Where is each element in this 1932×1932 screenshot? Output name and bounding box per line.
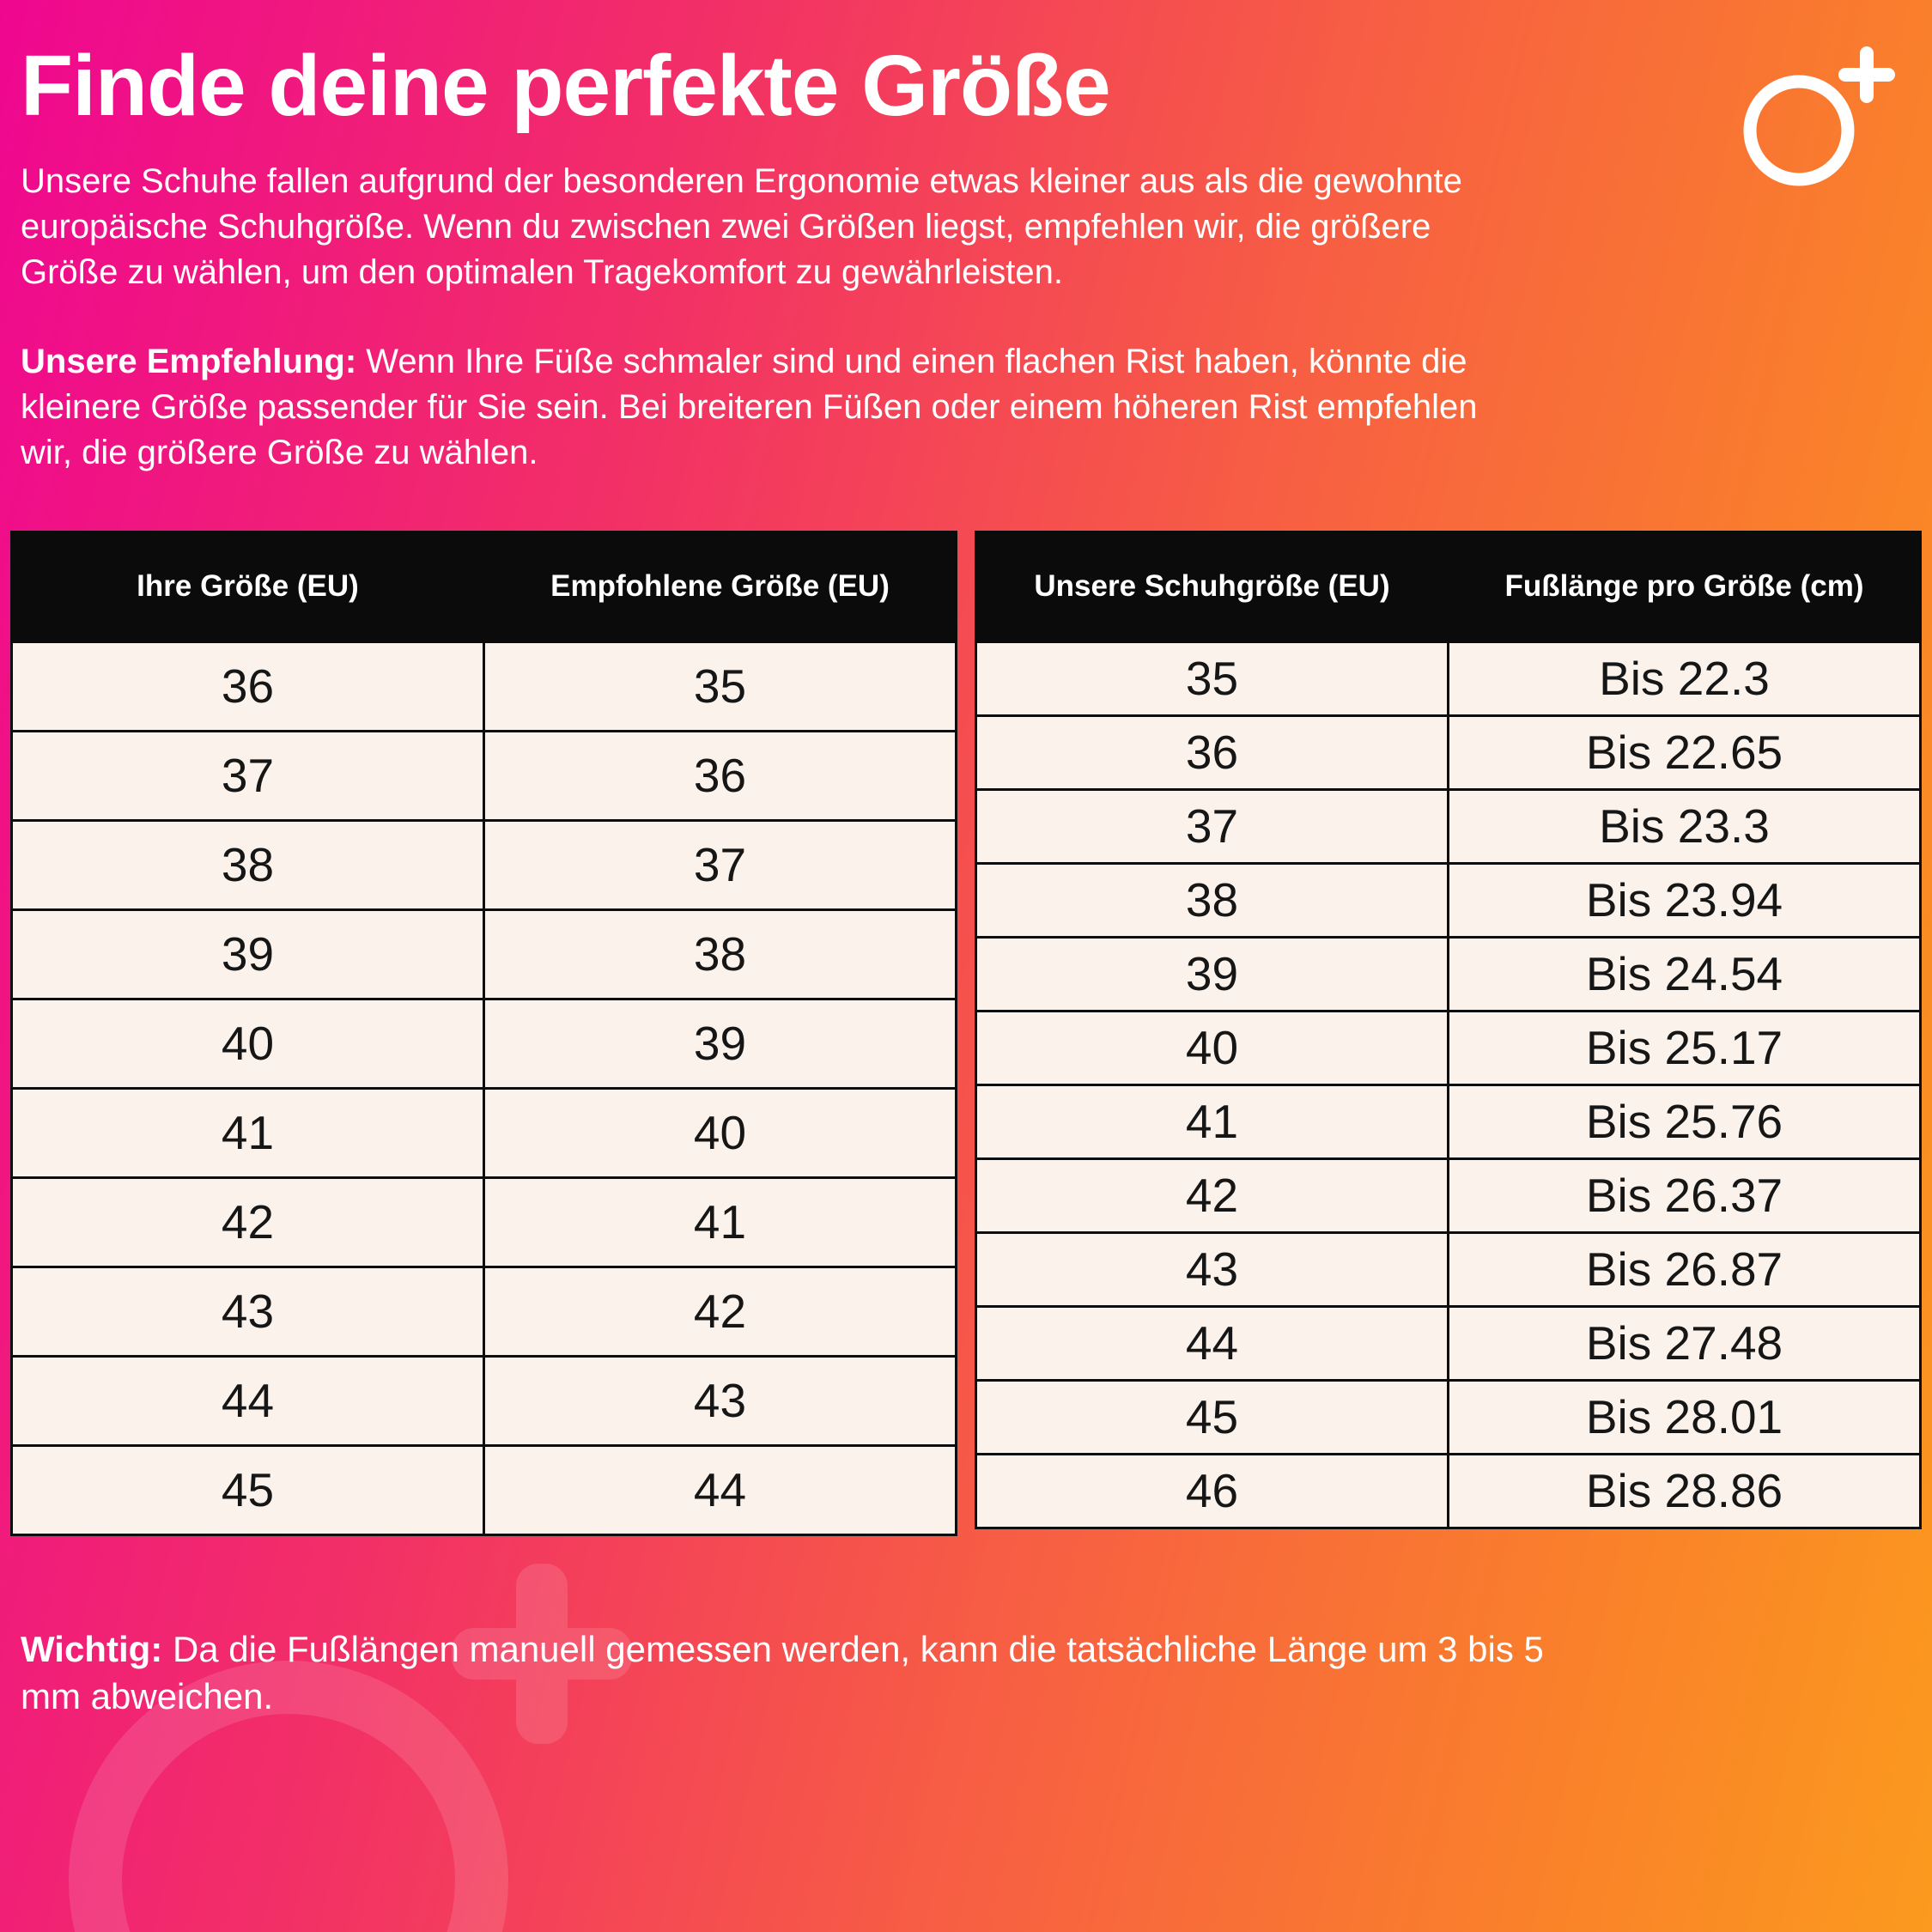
- foot-length-row: 42 Bis 26.37: [975, 1157, 1922, 1234]
- recommendation-text: Wenn Ihre Füße schmaler sind und einen f…: [21, 343, 1478, 471]
- conversion-row: 45 44: [10, 1443, 957, 1536]
- recommended-size-cell: 38: [483, 908, 957, 1000]
- foot-length-table: Unsere Schuhgröße (EU) Fußlänge pro Größ…: [975, 530, 1922, 1529]
- foot-length-row: 44 Bis 27.48: [975, 1304, 1922, 1382]
- note-label: Wichtig:: [21, 1628, 163, 1669]
- foot-length-cell: Bis 24.54: [1447, 935, 1922, 1012]
- foot-length-cell: Bis 26.87: [1447, 1230, 1922, 1308]
- foot-length-row: 43 Bis 26.87: [975, 1230, 1922, 1308]
- your-size-cell: 42: [10, 1176, 485, 1268]
- foot-length-row: 41 Bis 25.76: [975, 1083, 1922, 1160]
- conversion-row: 42 41: [10, 1176, 957, 1268]
- col-header-foot-length: Fußlänge pro Größe (cm): [1447, 530, 1922, 643]
- conversion-header-row: Ihre Größe (EU) Empfohlene Größe (EU): [10, 530, 957, 643]
- conversion-row: 41 40: [10, 1086, 957, 1179]
- conversion-row: 36 35: [10, 640, 957, 732]
- size-conversion-table: Ihre Größe (EU) Empfohlene Größe (EU) 36…: [10, 530, 957, 1536]
- content-area: Finde deine perfekte Größe Unsere Schuhe…: [10, 38, 1922, 1721]
- col-header-our-shoe-size: Unsere Schuhgröße (EU): [975, 530, 1449, 643]
- conversion-table-body: 36 35 37 36 38 37: [10, 640, 957, 1536]
- recommended-size-cell: 39: [483, 997, 957, 1090]
- foot-length-cell: Bis 25.76: [1447, 1083, 1922, 1160]
- your-size-cell: 43: [10, 1265, 485, 1358]
- recommended-size-cell: 35: [483, 640, 957, 732]
- o-plus-logo-watermark-icon: [69, 1564, 632, 1932]
- o-plus-logo-icon: [1743, 46, 1895, 186]
- foot-length-table-head: Unsere Schuhgröße (EU) Fußlänge pro Größ…: [975, 530, 1922, 643]
- foot-length-cell: Bis 22.3: [1447, 640, 1922, 717]
- foot-length-row: 46 Bis 28.86: [975, 1452, 1922, 1529]
- foot-length-header-row: Unsere Schuhgröße (EU) Fußlänge pro Größ…: [975, 530, 1922, 643]
- your-size-cell: 45: [10, 1443, 485, 1536]
- important-note: Wichtig: Da die Fußlängen manuell gemess…: [21, 1625, 1609, 1721]
- foot-length-cell: Bis 23.3: [1447, 787, 1922, 865]
- intro-text: Unsere Schuhe fallen aufgrund der besond…: [21, 162, 1462, 291]
- conversion-row: 37 36: [10, 729, 957, 822]
- shoe-size-cell: 40: [975, 1009, 1449, 1086]
- foot-length-table-body: 35 Bis 22.3 36 Bis 22.65 37 Bis 23.3: [975, 640, 1922, 1529]
- foot-length-row: 35 Bis 22.3: [975, 640, 1922, 717]
- your-size-cell: 39: [10, 908, 485, 1000]
- shoe-size-cell: 46: [975, 1452, 1449, 1529]
- recommendation-paragraph: Unsere Empfehlung: Wenn Ihre Füße schmal…: [21, 339, 1532, 475]
- recommended-size-cell: 41: [483, 1176, 957, 1268]
- recommendation-label: Unsere Empfehlung:: [21, 343, 357, 381]
- recommended-size-cell: 42: [483, 1265, 957, 1358]
- conversion-row: 40 39: [10, 997, 957, 1090]
- conversion-row: 39 38: [10, 908, 957, 1000]
- shoe-size-cell: 39: [975, 935, 1449, 1012]
- col-header-your-size: Ihre Größe (EU): [10, 530, 485, 643]
- size-tables-section: Ihre Größe (EU) Empfohlene Größe (EU) 36…: [10, 530, 1922, 1536]
- foot-length-row: 40 Bis 25.17: [975, 1009, 1922, 1086]
- your-size-cell: 44: [10, 1354, 485, 1447]
- shoe-size-cell: 42: [975, 1157, 1449, 1234]
- page-title: Finde deine perfekte Größe: [21, 38, 1111, 134]
- foot-length-cell: Bis 26.37: [1447, 1157, 1922, 1234]
- conversion-table-head: Ihre Größe (EU) Empfohlene Größe (EU): [10, 530, 957, 643]
- your-size-cell: 41: [10, 1086, 485, 1179]
- foot-length-row: 38 Bis 23.94: [975, 861, 1922, 939]
- your-size-cell: 37: [10, 729, 485, 822]
- recommended-size-cell: 37: [483, 818, 957, 911]
- foot-length-row: 37 Bis 23.3: [975, 787, 1922, 865]
- foot-length-cell: Bis 28.86: [1447, 1452, 1922, 1529]
- shoe-size-cell: 45: [975, 1378, 1449, 1455]
- shoe-size-cell: 41: [975, 1083, 1449, 1160]
- foot-length-cell: Bis 22.65: [1447, 714, 1922, 791]
- note-text: Da die Fußlängen manuell gemessen werden…: [21, 1628, 1544, 1717]
- foot-length-row: 45 Bis 28.01: [975, 1378, 1922, 1455]
- intro-paragraph: Unsere Schuhe fallen aufgrund der besond…: [21, 159, 1532, 295]
- your-size-cell: 40: [10, 997, 485, 1090]
- shoe-size-cell: 36: [975, 714, 1449, 791]
- shoe-size-cell: 37: [975, 787, 1449, 865]
- recommended-size-cell: 43: [483, 1354, 957, 1447]
- shoe-size-cell: 43: [975, 1230, 1449, 1308]
- conversion-row: 44 43: [10, 1354, 957, 1447]
- recommended-size-cell: 40: [483, 1086, 957, 1179]
- your-size-cell: 38: [10, 818, 485, 911]
- foot-length-cell: Bis 25.17: [1447, 1009, 1922, 1086]
- recommended-size-cell: 36: [483, 729, 957, 822]
- foot-length-cell: Bis 28.01: [1447, 1378, 1922, 1455]
- recommended-size-cell: 44: [483, 1443, 957, 1536]
- col-header-recommended-size: Empfohlene Größe (EU): [483, 530, 957, 643]
- foot-length-row: 39 Bis 24.54: [975, 935, 1922, 1012]
- shoe-size-cell: 44: [975, 1304, 1449, 1382]
- foot-length-cell: Bis 27.48: [1447, 1304, 1922, 1382]
- shoe-size-cell: 35: [975, 640, 1449, 717]
- foot-length-row: 36 Bis 22.65: [975, 714, 1922, 791]
- shoe-size-cell: 38: [975, 861, 1449, 939]
- conversion-row: 43 42: [10, 1265, 957, 1358]
- foot-length-cell: Bis 23.94: [1447, 861, 1922, 939]
- your-size-cell: 36: [10, 640, 485, 732]
- conversion-row: 38 37: [10, 818, 957, 911]
